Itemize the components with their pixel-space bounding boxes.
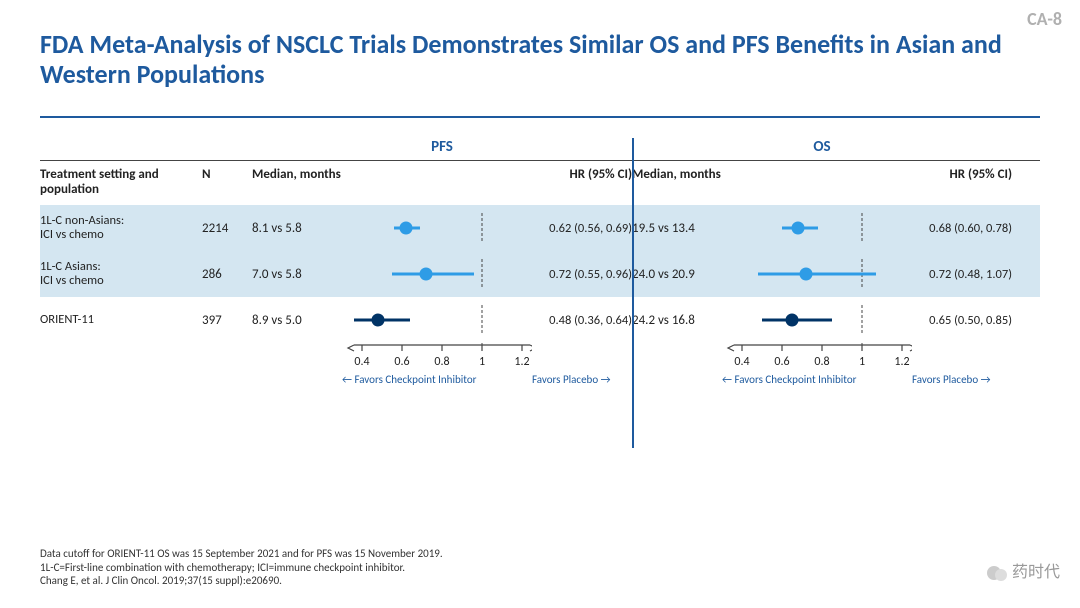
- svg-text:1.2: 1.2: [514, 355, 529, 369]
- col-n: N: [202, 167, 252, 197]
- row-os-median: 19.5 vs 13.4: [632, 221, 722, 236]
- panel-separator: [632, 138, 634, 448]
- panel-header-row: PFS OS: [40, 138, 1040, 160]
- row-name: 1L-C Asians:ICI vs chemo: [40, 260, 202, 289]
- row-pfs-hr: 0.48 (0.36, 0.64): [532, 313, 632, 328]
- footnote-line: 1L-C=First-line combination with chemoth…: [40, 561, 1040, 575]
- row-pfs-median: 8.9 vs 5.0: [252, 313, 342, 328]
- table-row: 1L-C Asians:ICI vs chemo 286 7.0 vs 5.8 …: [40, 251, 1040, 297]
- title-rule: [40, 116, 1040, 118]
- row-pfs-plot: [342, 259, 532, 289]
- svg-text:0.4: 0.4: [734, 355, 749, 369]
- row-pfs-plot: [342, 213, 532, 243]
- row-name: ORIENT-11: [40, 313, 202, 327]
- favors-left-pfs: ← Favors Checkpoint Inhibitor: [342, 373, 532, 386]
- row-n: 397: [202, 313, 252, 328]
- svg-text:1.2: 1.2: [894, 355, 909, 369]
- svg-text:0.8: 0.8: [814, 355, 829, 369]
- col-hr-os: HR (95% CI): [912, 167, 1012, 197]
- svg-text:0.4: 0.4: [354, 355, 369, 369]
- table-row: 1L-C non-Asians:ICI vs chemo 2214 8.1 vs…: [40, 205, 1040, 251]
- svg-text:0.8: 0.8: [434, 355, 449, 369]
- svg-text:1: 1: [479, 355, 485, 369]
- row-n: 286: [202, 267, 252, 282]
- row-pfs-hr: 0.62 (0.56, 0.69): [532, 221, 632, 236]
- row-os-hr: 0.68 (0.60, 0.78): [912, 221, 1012, 236]
- header-os: OS: [632, 138, 1012, 160]
- col-median-pfs: Median, months: [252, 167, 342, 197]
- footnote-line: Data cutoff for ORIENT-11 OS was 15 Sept…: [40, 547, 1040, 561]
- col-hr-pfs: HR (95% CI): [532, 167, 632, 197]
- row-pfs-hr: 0.72 (0.55, 0.96): [532, 267, 632, 282]
- col-group: Treatment setting and population: [40, 167, 202, 197]
- row-name: 1L-C non-Asians:ICI vs chemo: [40, 214, 202, 243]
- row-os-plot: [722, 259, 912, 289]
- footnotes: Data cutoff for ORIENT-11 OS was 15 Sept…: [40, 547, 1040, 588]
- watermark: 药时代: [986, 558, 1060, 584]
- favors-right-pfs: Favors Placebo →: [532, 373, 632, 386]
- axis-labels-row: ← Favors Checkpoint Inhibitor Favors Pla…: [40, 373, 1040, 386]
- svg-text:0.6: 0.6: [774, 355, 789, 369]
- header-pfs: PFS: [252, 138, 632, 160]
- row-n: 2214: [202, 221, 252, 236]
- row-os-hr: 0.65 (0.50, 0.85): [912, 313, 1012, 328]
- row-os-plot: [722, 213, 912, 243]
- row-pfs-median: 8.1 vs 5.8: [252, 221, 342, 236]
- forest-plot: PFS OS Treatment setting and population …: [40, 138, 1040, 386]
- svg-text:1: 1: [859, 355, 865, 369]
- favors-left-os: ← Favors Checkpoint Inhibitor: [722, 373, 912, 386]
- footnote-line: Chang E, et al. J Clin Oncol. 2019;37(15…: [40, 574, 1040, 588]
- row-os-plot: [722, 305, 912, 335]
- row-os-median: 24.2 vs 16.8: [632, 313, 722, 328]
- table-row: ORIENT-11 397 8.9 vs 5.0 0.48 (0.36, 0.6…: [40, 297, 1040, 343]
- favors-right-os: Favors Placebo →: [912, 373, 1012, 386]
- page-title: FDA Meta-Analysis of NSCLC Trials Demons…: [40, 30, 1040, 90]
- slide-number: CA-8: [1027, 8, 1062, 30]
- column-header-row: Treatment setting and population N Media…: [40, 160, 1040, 205]
- row-pfs-plot: [342, 305, 532, 335]
- row-os-median: 24.0 vs 20.9: [632, 267, 722, 282]
- svg-text:0.6: 0.6: [394, 355, 409, 369]
- row-os-hr: 0.72 (0.48, 1.07): [912, 267, 1012, 282]
- row-pfs-median: 7.0 vs 5.8: [252, 267, 342, 282]
- axis-row: 0.4 0.6 0.8 1 1.2 0.4 0.6 0.8 1 1.2: [40, 343, 1040, 373]
- col-median-os: Median, months: [632, 167, 722, 197]
- wechat-icon: [986, 562, 1008, 584]
